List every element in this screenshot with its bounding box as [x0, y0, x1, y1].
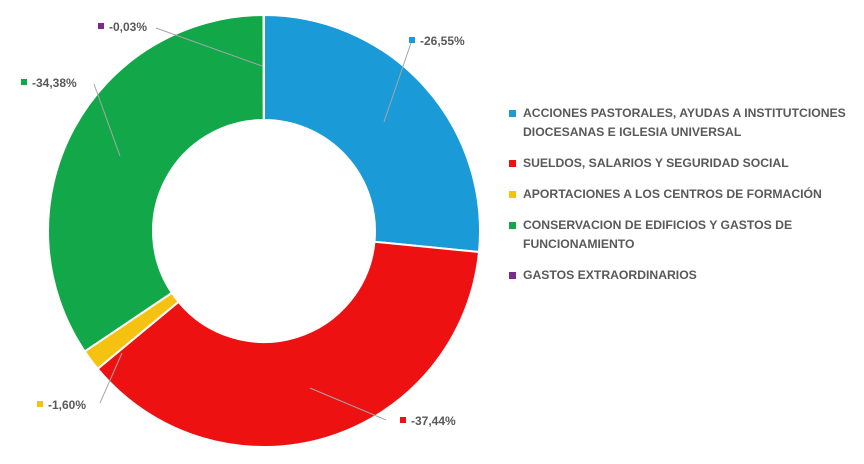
- leader-line-3: [93, 83, 121, 157]
- data-label-1: -37,44%: [411, 414, 456, 428]
- leader-line-1: [309, 387, 387, 421]
- data-label-0: -26,55%: [420, 34, 465, 48]
- legend-label-3: CONSERVACION DE EDIFICIOS Y GASTOS DE FU…: [523, 218, 793, 251]
- legend-item-1: SUELDOS, SALARIOS Y SEGURIDAD SOCIAL: [509, 154, 854, 173]
- legend-label-0: ACCIONES PASTORALES, AYUDAS A INSTITUTCI…: [523, 106, 846, 139]
- data-label-4: -0,03%: [109, 20, 147, 34]
- legend-label-1: SUELDOS, SALARIOS Y SEGURIDAD SOCIAL: [523, 156, 789, 170]
- legend-swatch-1: [509, 160, 516, 167]
- legend-swatch-2: [509, 191, 516, 198]
- leader-line-0: [383, 39, 413, 123]
- data-label-2: -1,60%: [48, 398, 86, 412]
- data-label-marker-0: [409, 37, 415, 43]
- data-label-marker-1: [400, 417, 406, 423]
- legend: ACCIONES PASTORALES, AYUDAS A INSTITUTCI…: [509, 104, 854, 297]
- data-label-3: -34,38%: [32, 76, 77, 90]
- leader-line-2: [99, 352, 123, 404]
- slice-3: [47, 13, 265, 353]
- legend-label-4: GASTOS EXTRAORDINARIOS: [523, 268, 697, 282]
- legend-item-2: APORTACIONES A LOS CENTROS DE FORMACIÓN: [509, 185, 854, 204]
- legend-swatch-4: [509, 272, 516, 279]
- legend-swatch-3: [509, 222, 516, 229]
- slice-0: [263, 13, 481, 254]
- leader-line-4: [155, 27, 263, 67]
- data-label-marker-4: [98, 23, 104, 29]
- legend-item-3: CONSERVACION DE EDIFICIOS Y GASTOS DE FU…: [509, 216, 854, 254]
- data-label-marker-3: [21, 79, 27, 85]
- legend-item-4: GASTOS EXTRAORDINARIOS: [509, 266, 854, 285]
- slice-1: [96, 240, 481, 448]
- data-label-marker-2: [37, 401, 43, 407]
- legend-swatch-0: [509, 110, 516, 117]
- legend-label-2: APORTACIONES A LOS CENTROS DE FORMACIÓN: [523, 187, 822, 201]
- legend-item-0: ACCIONES PASTORALES, AYUDAS A INSTITUTCI…: [509, 104, 854, 142]
